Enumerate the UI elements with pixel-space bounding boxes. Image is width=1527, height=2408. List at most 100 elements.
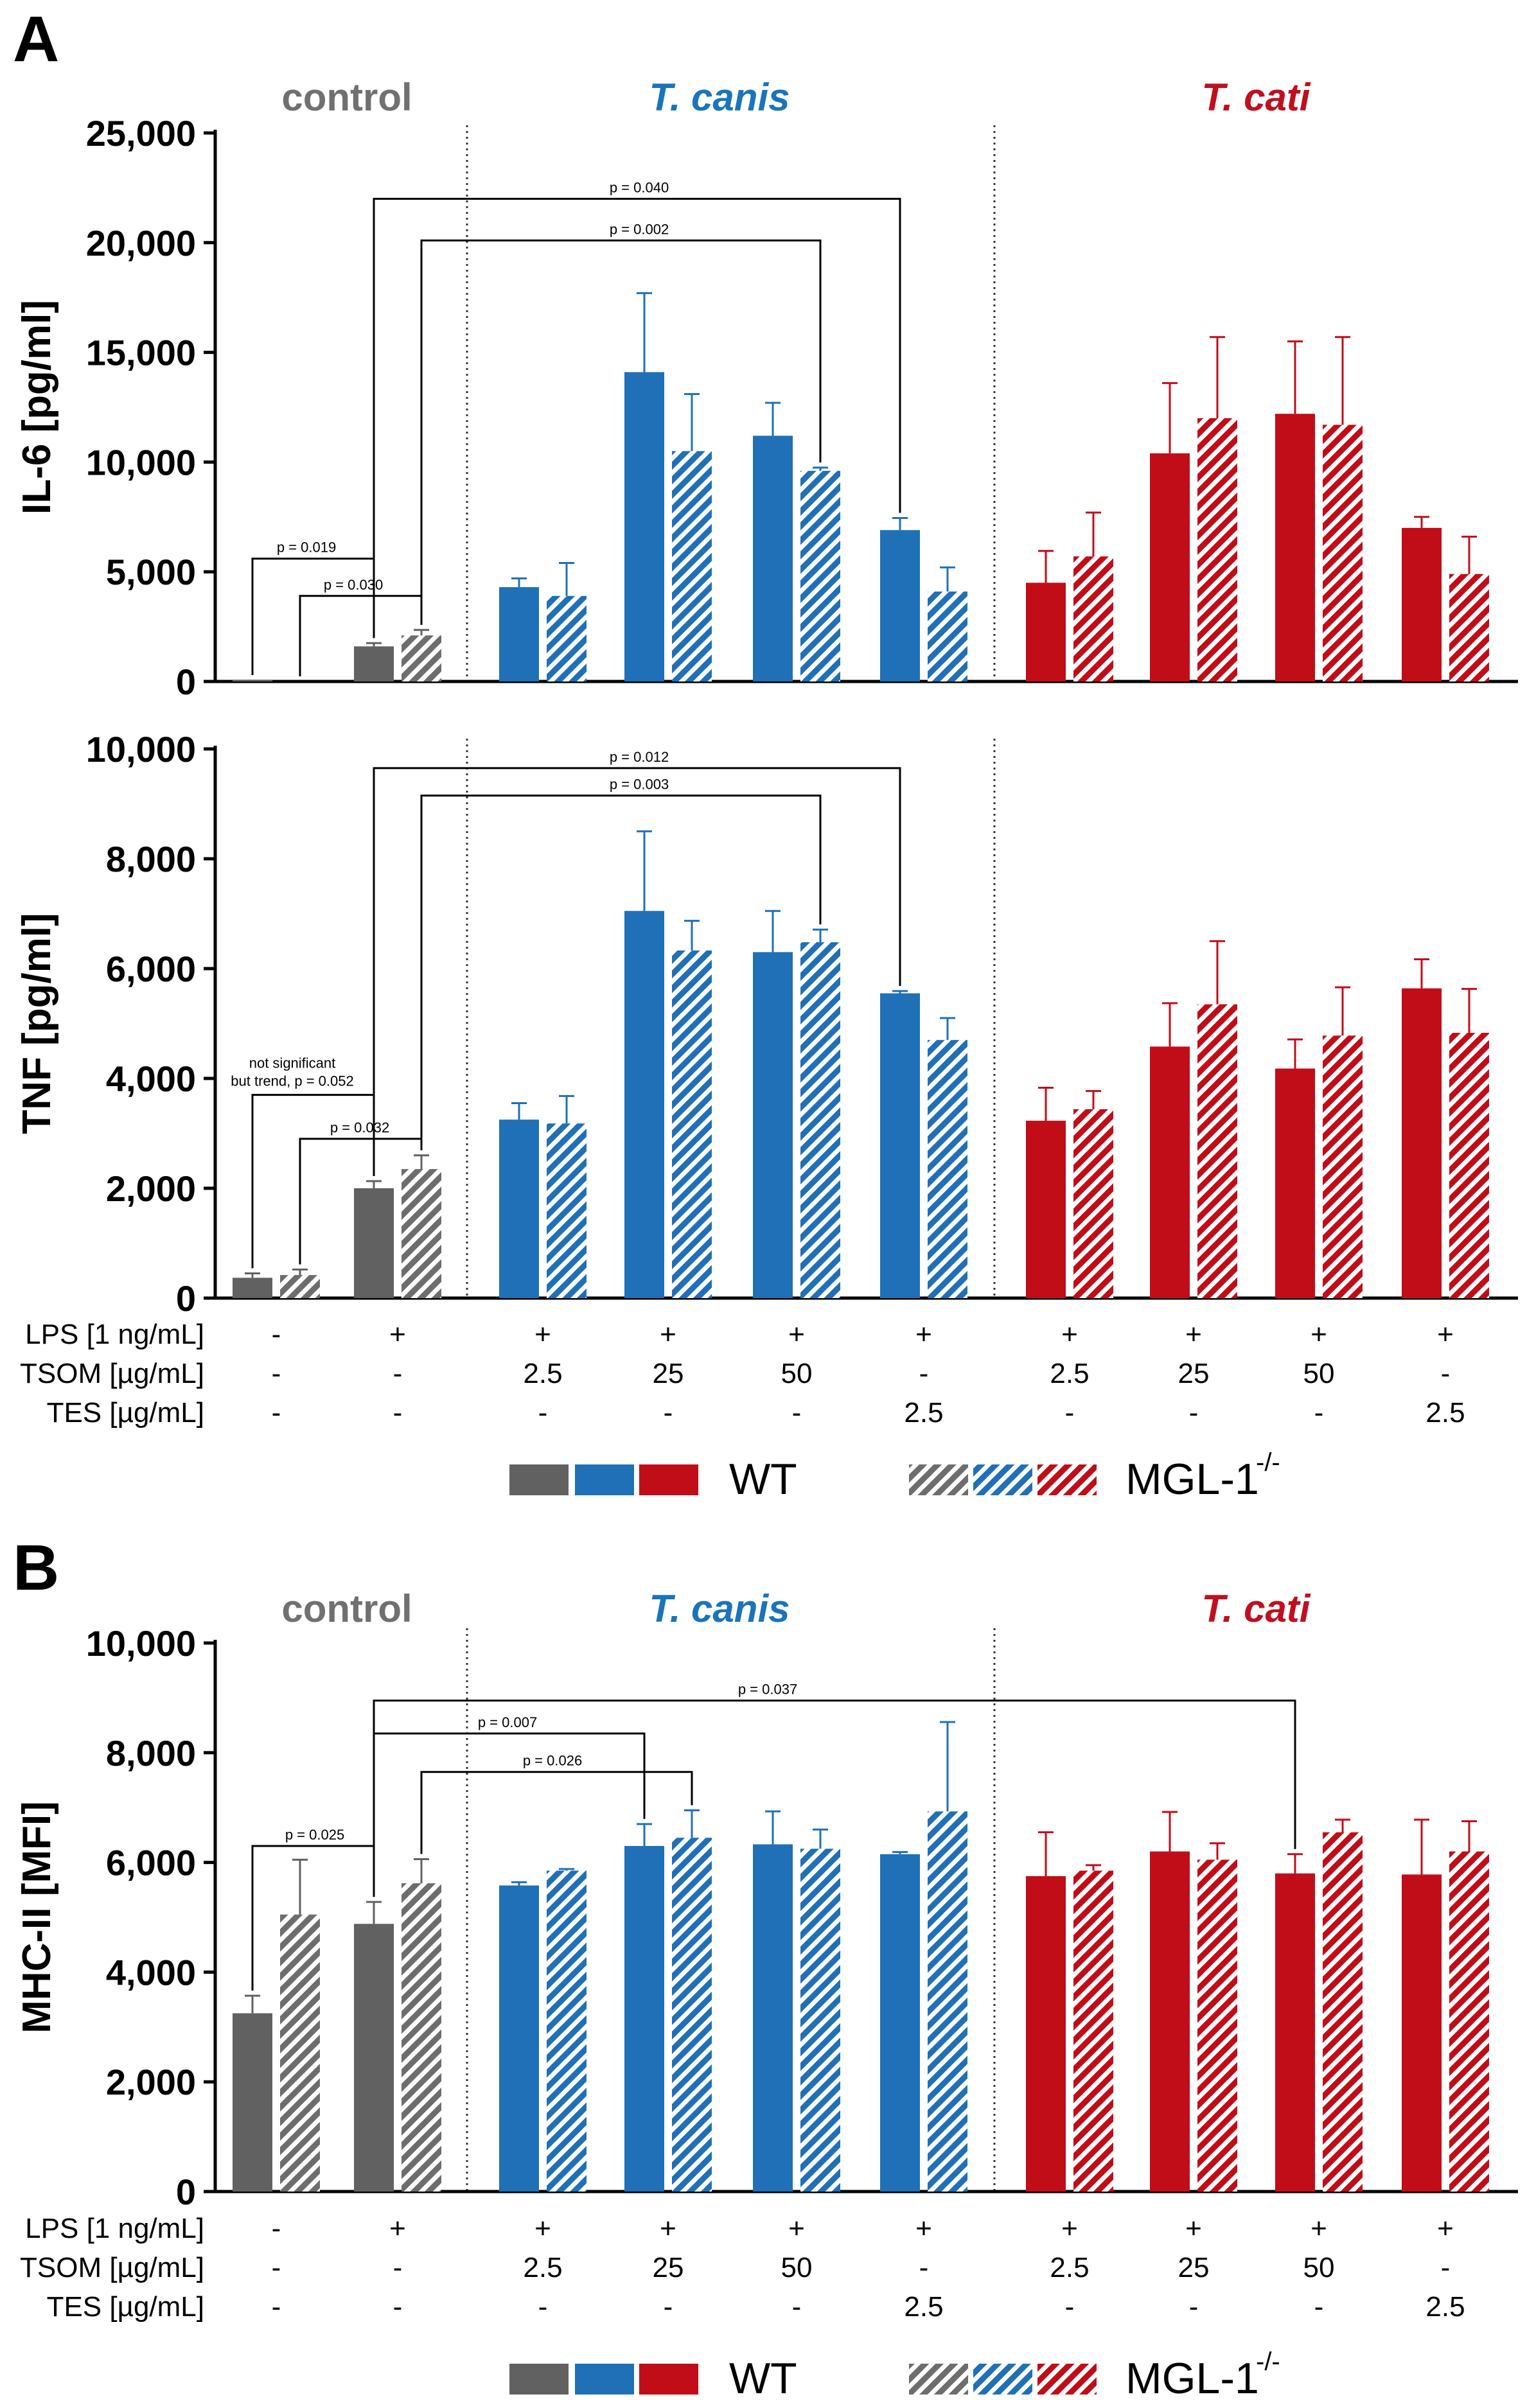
legend-ko-superscript: -/- — [1256, 2348, 1280, 2376]
condition-value: - — [1314, 1397, 1324, 1428]
mhc-ii-chart: control T. canis T. cati 0 2,000 4,000 6,000 8,… — [15, 1587, 1518, 2212]
significance-label: p = 0.025 — [285, 1827, 344, 1843]
wt-bar — [624, 911, 664, 1298]
condition-value: 25 — [1178, 2252, 1210, 2283]
significance-label: not significant — [249, 1055, 336, 1071]
group-title-canis: T. canis — [649, 1587, 790, 1630]
legend-swatch-wt — [575, 1464, 634, 1495]
condition-value: - — [393, 2291, 403, 2323]
legend-ko-superscript: -/- — [1256, 1448, 1280, 1477]
wt-bar — [499, 1885, 539, 2192]
ko-bar — [402, 635, 441, 681]
condition-row-label: TSOM [µg/mL] — [20, 2252, 204, 2283]
wt-bar — [1275, 414, 1315, 681]
y-tick-label: 2,000 — [106, 1168, 196, 1209]
wt-bar — [233, 680, 272, 681]
wt-bar — [354, 1188, 394, 1298]
condition-value: - — [792, 2291, 802, 2323]
conditions-table-b: LPS [1 ng/mL] - + + + + + + + + + TSOM [µg/mL] - - 2.5… — [20, 2213, 1465, 2323]
condition-value: + — [788, 2213, 805, 2244]
condition-value: - — [272, 2291, 281, 2323]
conditions-table-a: LPS [1 ng/mL] - + + + + + + + + + TSOM [µg/mL] - - 2.5… — [20, 1319, 1465, 1428]
legend-swatch-ko — [909, 1464, 968, 1495]
ko-bar — [800, 471, 840, 681]
significance-bracket — [373, 1732, 646, 1897]
condition-row-label: TSOM [µg/mL] — [20, 1358, 204, 1389]
condition-value: 2.5 — [904, 2291, 943, 2323]
y-tick-label: 2,000 — [106, 2062, 196, 2102]
significance-label: but trend, p = 0.052 — [231, 1073, 353, 1089]
condition-value: 25 — [1178, 1358, 1210, 1389]
group-title-control: control — [281, 76, 412, 119]
y-tick-label: 6,000 — [106, 949, 196, 989]
wt-bar — [624, 372, 664, 681]
tnf-chart: 0 2,000 4,000 6,000 8,000 10,000 TNF [pg/ml] no… — [15, 729, 1518, 1319]
ko-bar — [1323, 1832, 1363, 2192]
condition-value: - — [919, 2252, 929, 2283]
condition-row-label: TES [µg/mL] — [47, 2291, 204, 2323]
condition-value: 2.5 — [1050, 1358, 1089, 1389]
condition-value: + — [915, 1319, 932, 1350]
y-tick-label: 8,000 — [106, 839, 196, 879]
condition-value: + — [1061, 1319, 1078, 1350]
ko-bar — [1073, 1109, 1113, 1298]
wt-bar — [1275, 1873, 1315, 2192]
condition-value: + — [1437, 1319, 1454, 1350]
ko-bar — [1323, 1035, 1363, 1298]
y-tick-label: 0 — [176, 1278, 196, 1319]
wt-bar — [1026, 1120, 1066, 1298]
ko-bar — [1073, 1870, 1113, 2192]
y-tick-label: 10,000 — [86, 442, 196, 482]
significance-bracket — [373, 767, 901, 1176]
legend-swatch-wt — [575, 2364, 634, 2395]
condition-value: 2.5 — [523, 1358, 562, 1389]
wt-bar — [1150, 453, 1190, 681]
wt-bar — [1150, 1046, 1190, 1298]
condition-value: + — [915, 2213, 932, 2244]
ko-bar — [1197, 418, 1237, 681]
ko-bar — [547, 1123, 587, 1298]
condition-value: 25 — [653, 2252, 684, 2283]
condition-value: - — [393, 1358, 403, 1389]
ko-bar — [547, 595, 587, 681]
ko-bar — [1323, 425, 1363, 681]
group-title-canis: T. canis — [649, 76, 790, 119]
il6-chart: control T. canis T. cati 0 5,000 10,000 15,000… — [15, 76, 1518, 702]
legend-wt-label: WT — [729, 1455, 797, 1504]
condition-value: - — [272, 2252, 281, 2283]
condition-value: 2.5 — [904, 1397, 943, 1428]
condition-value: + — [534, 1319, 551, 1350]
condition-value: - — [272, 1397, 281, 1428]
condition-value: - — [393, 2252, 403, 2283]
wt-bar — [1275, 1068, 1315, 1298]
significance-label: p = 0.002 — [610, 221, 669, 237]
condition-value: - — [664, 2291, 673, 2323]
condition-value: - — [272, 1319, 281, 1350]
legend-swatch-wt — [509, 2364, 569, 2395]
wt-bar — [354, 646, 394, 681]
wt-bar — [233, 1278, 272, 1298]
ko-bar — [672, 1838, 712, 2192]
ko-bar — [928, 1040, 967, 1298]
y-tick-label: 10,000 — [86, 729, 196, 769]
wt-bar — [753, 952, 793, 1298]
condition-value: 2.5 — [523, 2252, 562, 2283]
ko-bar — [1449, 1033, 1489, 1298]
wt-bar — [1150, 1851, 1190, 2192]
wt-bar — [1026, 1876, 1066, 2192]
condition-value: - — [1441, 2252, 1451, 2283]
y-axis-label: TNF [pg/ml] — [15, 913, 59, 1134]
ko-bar — [672, 950, 712, 1298]
wt-bar — [880, 530, 920, 681]
significance-label: p = 0.003 — [610, 777, 669, 793]
ko-bar — [1073, 556, 1113, 681]
wt-bar — [880, 1854, 920, 2192]
wt-bar — [1026, 583, 1066, 681]
y-tick-label: 20,000 — [86, 223, 196, 263]
y-tick-label: 5,000 — [106, 552, 196, 592]
condition-row-label: TES [µg/mL] — [47, 1397, 204, 1428]
condition-row-label: LPS [1 ng/mL] — [25, 2213, 204, 2244]
legend-swatch-wt — [639, 2364, 698, 2395]
condition-value: + — [1185, 1319, 1202, 1350]
condition-value: - — [1065, 2291, 1075, 2323]
